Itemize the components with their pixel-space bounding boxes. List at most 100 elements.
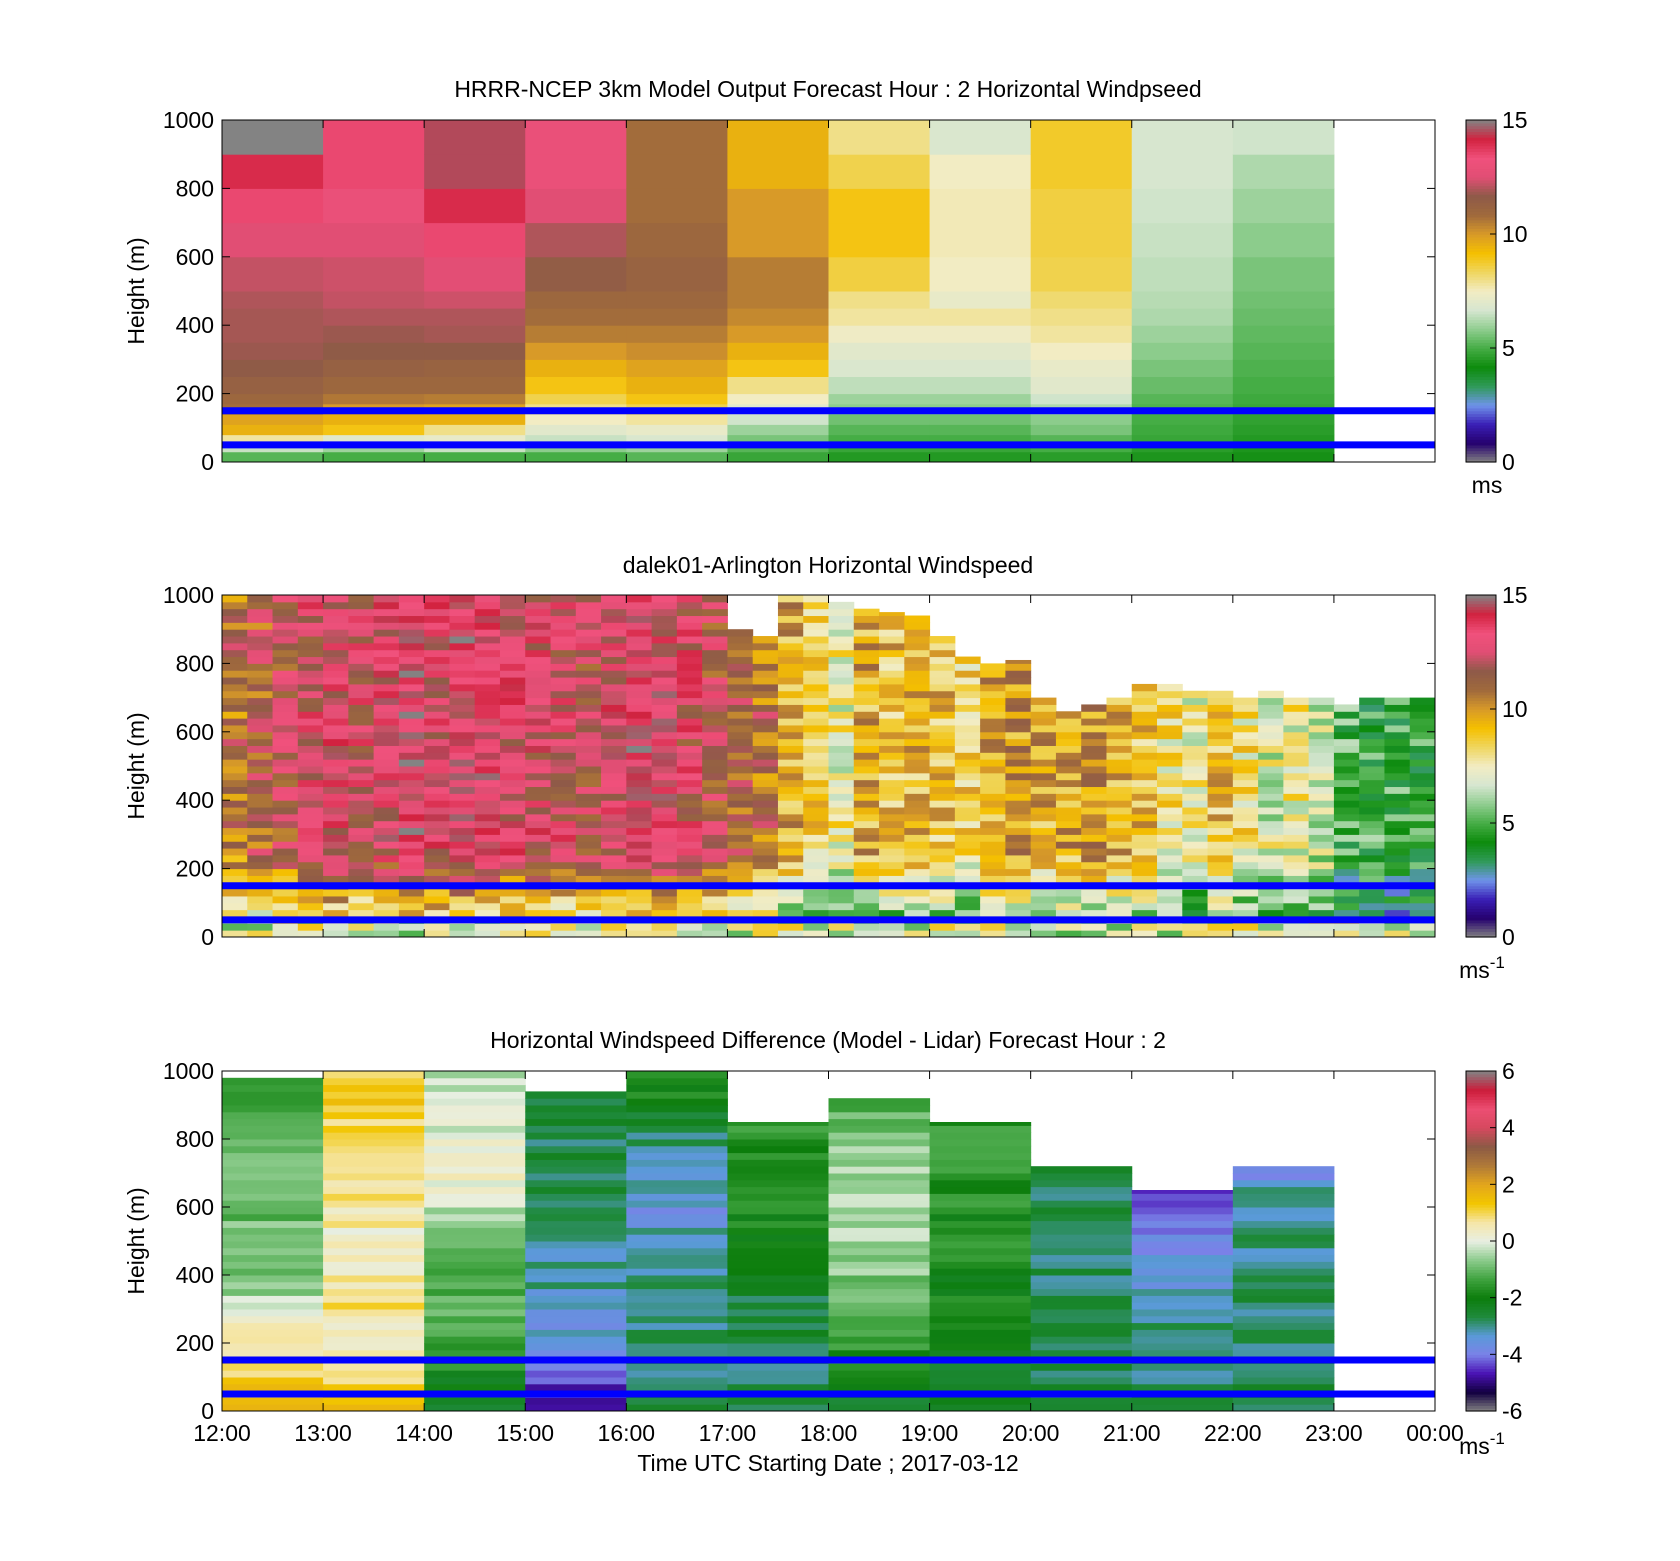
heatmap-cell (1081, 868, 1107, 876)
heatmap-cell (980, 827, 1006, 835)
heatmap-cell (424, 622, 450, 630)
heatmap-cell (424, 595, 450, 603)
heatmap-cell (1030, 868, 1057, 876)
heatmap-cell (828, 615, 855, 623)
heatmap-cell (525, 1207, 627, 1215)
heatmap-cell (222, 1241, 324, 1249)
heatmap-cell (449, 718, 476, 726)
heatmap-cell (550, 772, 577, 781)
heatmap-cell (525, 875, 552, 883)
heatmap-cell (575, 786, 602, 794)
y-tick-label: 200 (176, 381, 214, 407)
heatmap-cell (449, 759, 476, 767)
colorbar-segment (1466, 413, 1496, 417)
heatmap-cell (525, 854, 552, 863)
heatmap-cell (1157, 923, 1183, 931)
heatmap-cell (247, 608, 274, 617)
heatmap-cell (424, 1186, 526, 1194)
heatmap-cell (601, 629, 627, 637)
heatmap-cell (575, 745, 602, 753)
heatmap-cell (929, 677, 956, 685)
heatmap-cell (1207, 861, 1234, 870)
heatmap-cell (777, 745, 804, 753)
heatmap-cell (954, 663, 981, 671)
heatmap-cell (1055, 923, 1082, 931)
heatmap-cell (727, 731, 754, 740)
heatmap-cell (626, 1152, 728, 1160)
heatmap-cell (1106, 738, 1133, 746)
heatmap-cell (1030, 188, 1133, 224)
heatmap-cell (247, 827, 274, 835)
heatmap-cell (828, 1302, 931, 1310)
heatmap-cell (1131, 772, 1158, 781)
colorbar-segment (1466, 410, 1496, 415)
heatmap-cell (1359, 848, 1385, 856)
heatmap-cell (980, 793, 1006, 801)
heatmap-cell (1232, 766, 1259, 774)
colorbar-segment (1466, 239, 1496, 244)
heatmap-cell (702, 711, 728, 719)
y-tick-label: 1000 (163, 107, 214, 133)
heatmap-cell (1131, 120, 1234, 155)
heatmap-cell (1055, 752, 1082, 760)
heatmap-cell (222, 1186, 324, 1194)
heatmap-cell (727, 1397, 829, 1405)
lidar-windspeed-panel: dalek01-Arlington Horizontal Windspeed 0… (123, 552, 1528, 983)
heatmap-cell (904, 718, 931, 726)
heatmap-cell (247, 642, 274, 651)
heatmap-cell (1258, 923, 1284, 931)
heatmap-cell (1283, 861, 1310, 870)
colorbar-segment (1466, 780, 1496, 784)
heatmap-cell (323, 291, 425, 309)
colorbar-segment (1466, 1116, 1496, 1120)
heatmap-cell (980, 786, 1006, 794)
heatmap-cell (575, 793, 602, 801)
heatmap-cell (373, 704, 400, 712)
heatmap-cell (323, 1288, 425, 1296)
heatmap-cell (828, 308, 931, 326)
heatmap-cell (474, 704, 501, 712)
heatmap-cell (727, 1370, 829, 1378)
heatmap-cell (373, 813, 400, 822)
heatmap-cell (1232, 291, 1335, 309)
heatmap-cell (1333, 779, 1360, 788)
heatmap-cell (828, 670, 855, 678)
colorbar-segment (1466, 416, 1496, 420)
heatmap-cell (1333, 834, 1360, 842)
heatmap-cell (879, 779, 905, 788)
heatmap-cell (803, 731, 829, 740)
heatmap-cell (323, 1166, 425, 1174)
heatmap-cell (1283, 807, 1310, 815)
heatmap-cell (297, 690, 324, 699)
colorbar-segment (1466, 1345, 1496, 1350)
heatmap-cell (247, 848, 274, 856)
heatmap-cell (474, 677, 501, 685)
heatmap-cell (1232, 1377, 1335, 1385)
heatmap-cell (702, 834, 728, 842)
heatmap-cell (904, 731, 931, 740)
heatmap-cell (626, 670, 653, 678)
heatmap-cell (323, 359, 425, 377)
colorbar-segment (1466, 654, 1496, 659)
heatmap-cell (980, 923, 1006, 931)
heatmap-cell (348, 772, 375, 781)
heatmap-cell (323, 895, 349, 904)
heatmap-cell (272, 718, 299, 726)
heatmap-cell (929, 704, 956, 712)
heatmap-cell (247, 649, 274, 658)
heatmap-cell (626, 595, 653, 603)
heatmap-cell (1308, 793, 1335, 801)
heatmap-cell (828, 636, 855, 644)
heatmap-cell (424, 1288, 526, 1296)
heatmap-cell (1106, 827, 1133, 835)
heatmap-cell (525, 1254, 627, 1262)
heatmap-cell (1232, 1336, 1335, 1344)
heatmap-cell (499, 683, 526, 692)
heatmap-cell (1207, 800, 1234, 808)
heatmap-cell (651, 848, 678, 856)
heatmap-cell (499, 813, 526, 822)
heatmap-cell (272, 889, 299, 897)
heatmap-cell (1005, 704, 1032, 712)
heatmap-cell (702, 704, 728, 712)
heatmap-cell (1005, 677, 1032, 685)
